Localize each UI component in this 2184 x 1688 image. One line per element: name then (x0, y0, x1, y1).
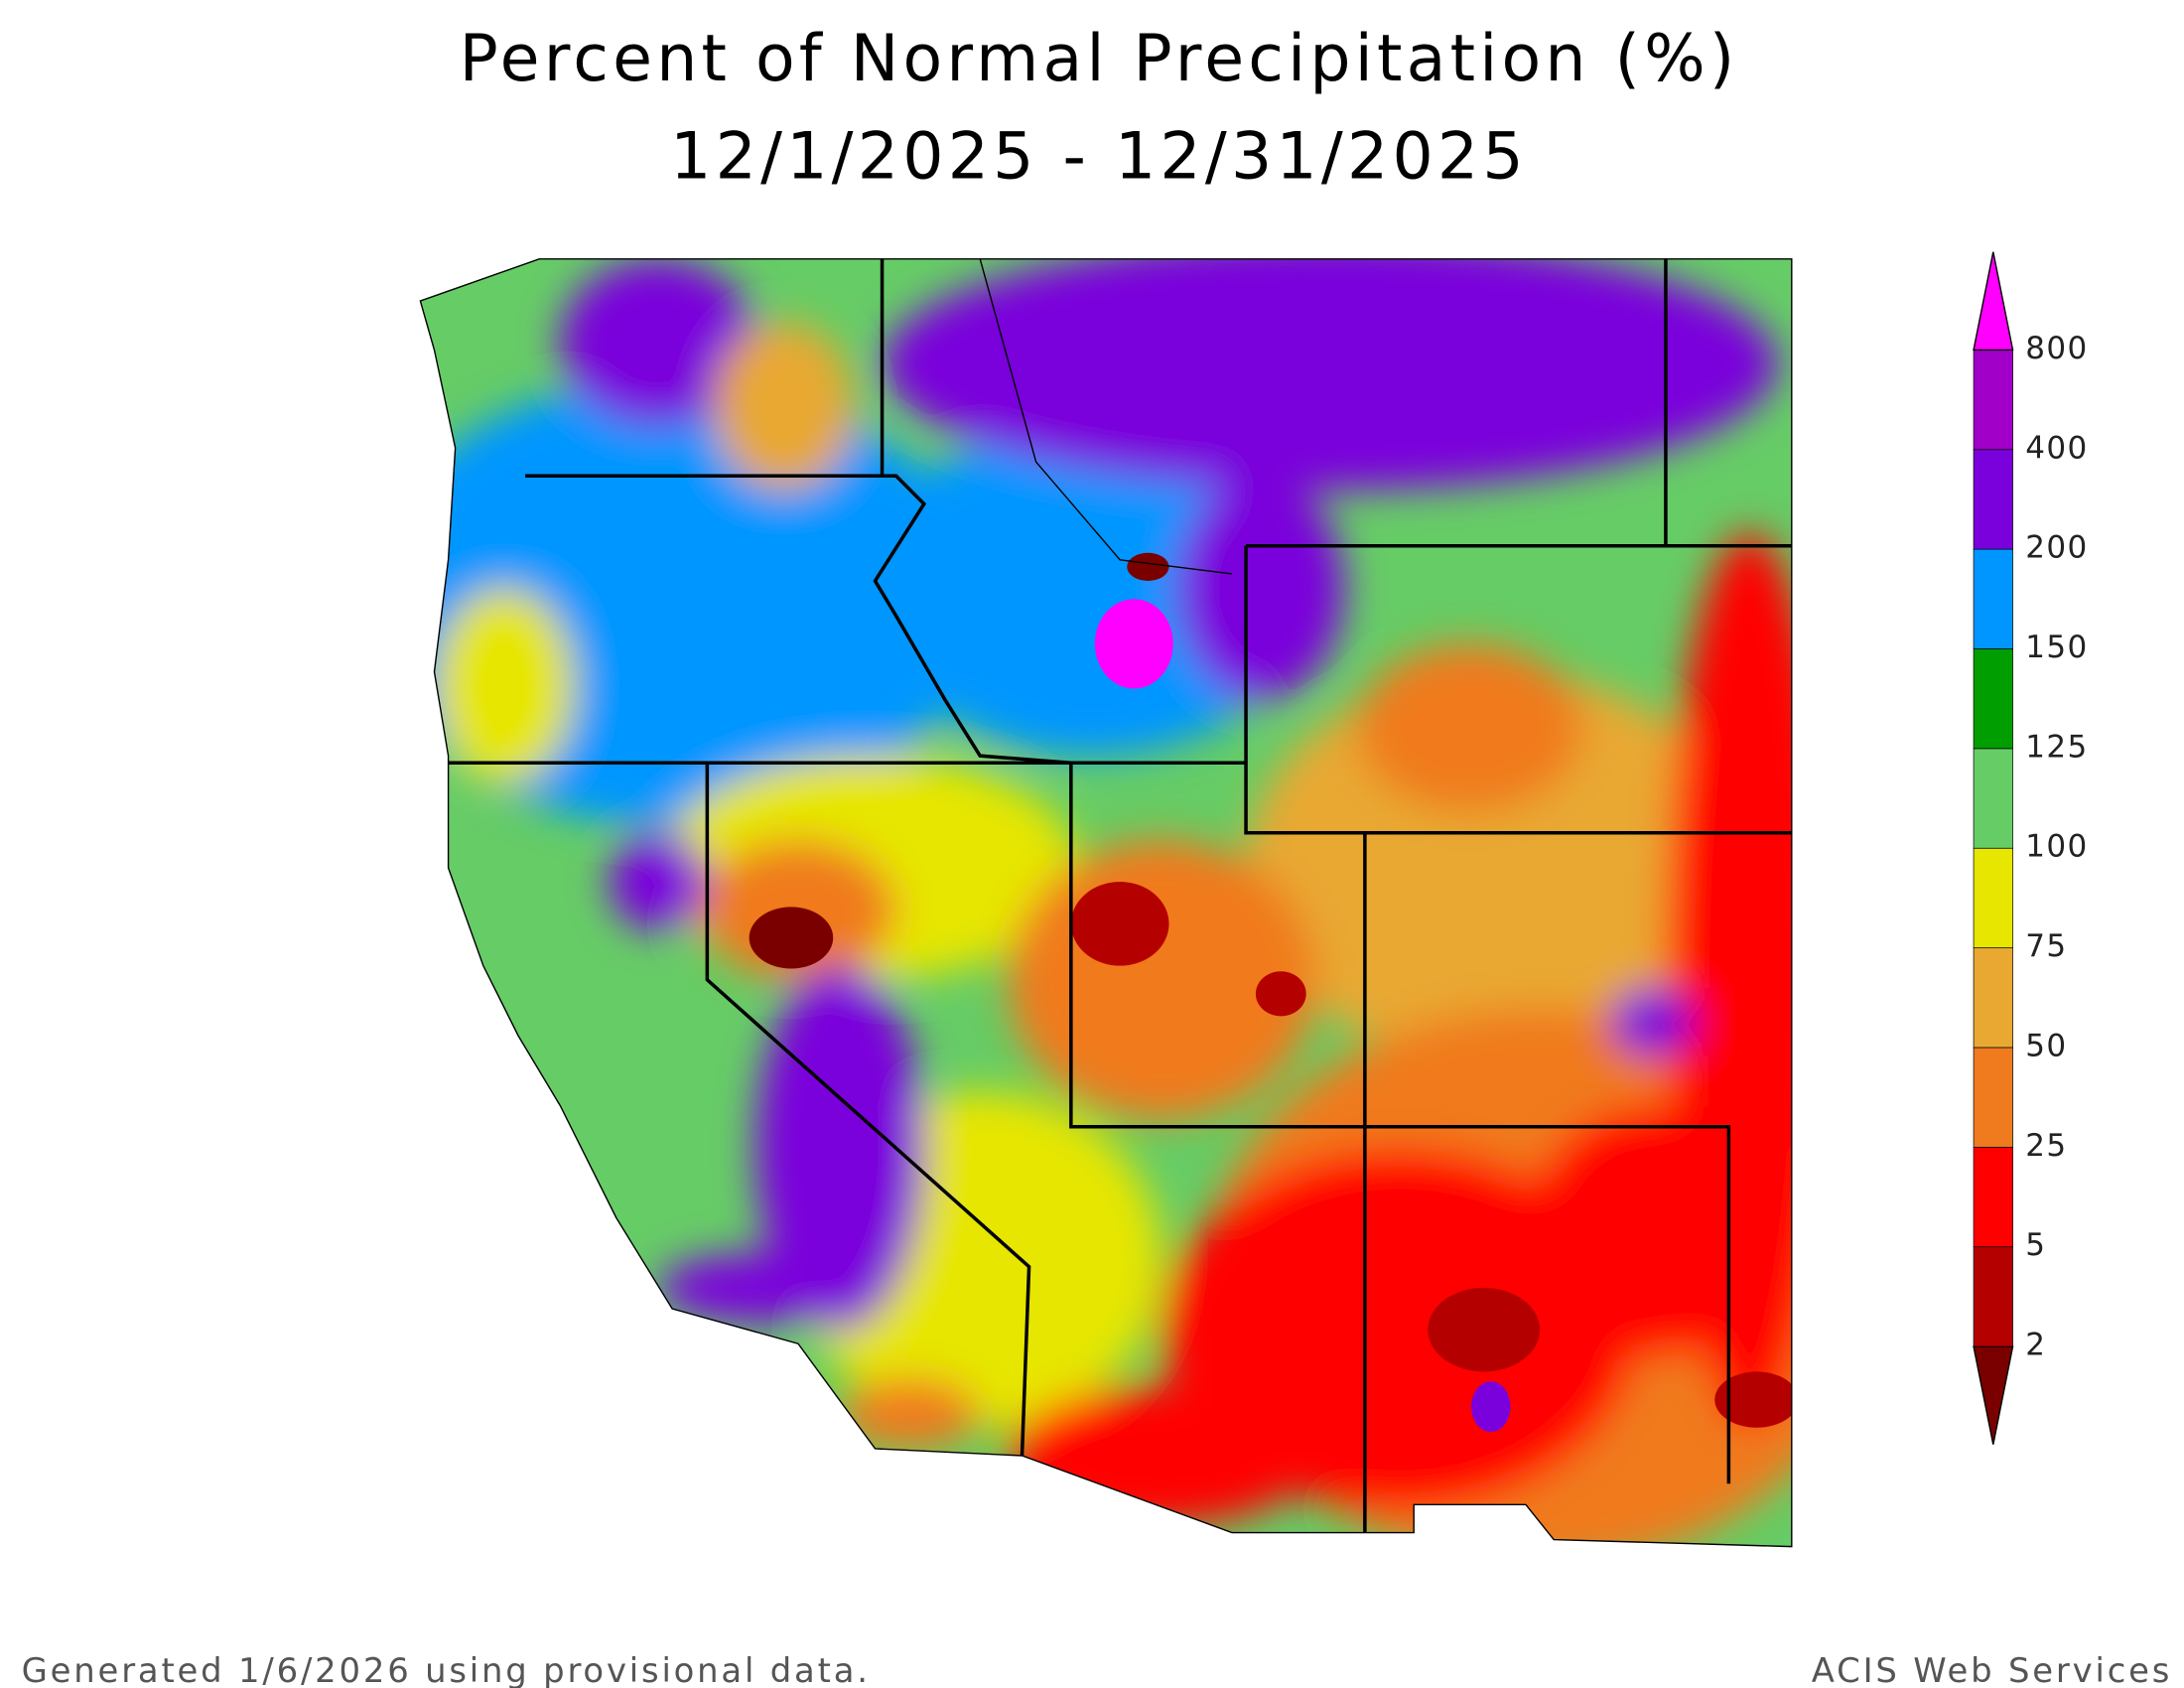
precip-map (420, 258, 1792, 1547)
colorbar-tick-label: 400 (2025, 430, 2088, 466)
colorbar-tick-label: 75 (2025, 928, 2067, 964)
region-outline (419, 258, 1793, 1548)
map-title: Percent of Normal Precipitation (%) (460, 22, 1739, 96)
footer-source: ACIS Web Services (1812, 1651, 2172, 1688)
colorbar-high-arrow (1973, 251, 2014, 352)
colorbar-tick-label: 2 (2025, 1328, 2046, 1363)
colorbar-bin (1973, 1047, 2013, 1148)
colorbar-bin (1973, 449, 2013, 550)
colorbar-bin (1973, 648, 2013, 750)
colorbar-bin (1973, 847, 2013, 948)
colorbar-bin (1973, 748, 2013, 849)
colorbar-tick-label: 25 (2025, 1128, 2067, 1164)
colorbar-tick-label: 200 (2025, 530, 2088, 566)
colorbar-tick-label: 5 (2025, 1227, 2046, 1263)
colorbar-bin (1973, 548, 2013, 649)
colorbar-bin (1973, 1246, 2013, 1347)
colorbar-bin (1973, 1146, 2013, 1248)
map-subtitle: 12/1/2025 - 12/31/2025 (670, 120, 1528, 195)
colorbar-low-arrow (1973, 1345, 2014, 1445)
colorbar-tick-label: 125 (2025, 729, 2088, 765)
colorbar-tick-label: 150 (2025, 630, 2088, 665)
colorbar-tick-label: 800 (2025, 331, 2088, 366)
colorbar-tick-label: 50 (2025, 1028, 2067, 1063)
colorbar-bin (1973, 947, 2013, 1049)
state-borders (448, 258, 1792, 1533)
precip-fields (420, 258, 1792, 1547)
colorbar-bin (1973, 350, 2013, 451)
colorbar-tick-label: 100 (2025, 829, 2088, 865)
precip-hotspots (749, 552, 1792, 1433)
footer-note: Generated 1/6/2026 using provisional dat… (22, 1651, 871, 1688)
